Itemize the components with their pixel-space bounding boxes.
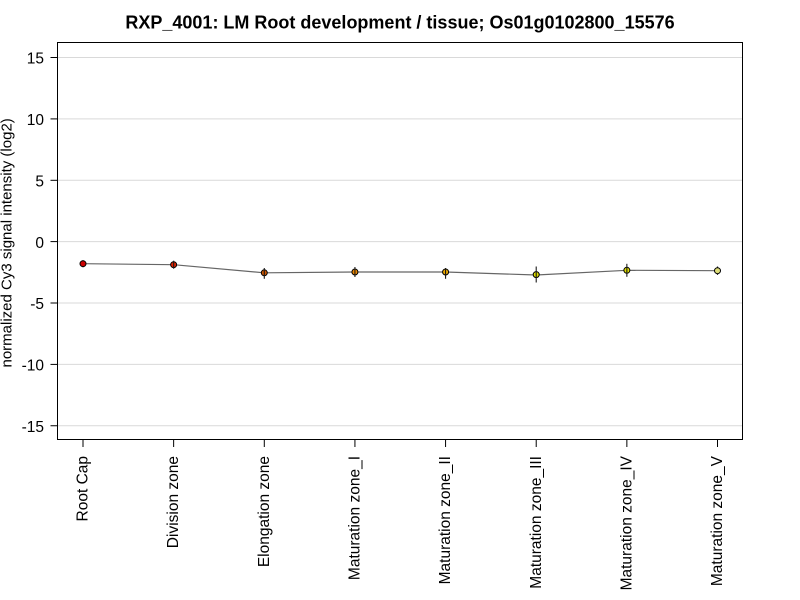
svg-text:15: 15 — [27, 51, 44, 68]
svg-text:-10: -10 — [22, 358, 45, 375]
svg-text:10: 10 — [27, 112, 45, 129]
svg-text:Elongation zone: Elongation zone — [256, 456, 273, 567]
svg-text:Maturation zone_III: Maturation zone_III — [528, 456, 545, 589]
svg-text:Maturation zone_V: Maturation zone_V — [709, 455, 726, 586]
svg-text:Division zone: Division zone — [165, 456, 182, 548]
svg-text:Maturation zone_IV: Maturation zone_IV — [619, 455, 636, 590]
svg-text:0: 0 — [35, 235, 44, 252]
svg-text:Maturation zone_II: Maturation zone_II — [437, 456, 454, 584]
svg-text:Maturation zone_I: Maturation zone_I — [347, 456, 364, 580]
svg-text:-5: -5 — [30, 296, 44, 313]
svg-text:5: 5 — [35, 174, 44, 191]
svg-text:-15: -15 — [22, 419, 44, 436]
svg-text:RXP_4001: LM Root development: RXP_4001: LM Root development / tissue; … — [125, 13, 674, 33]
svg-text:Root Cap: Root Cap — [75, 456, 92, 521]
svg-text:normalized Cy3 signal intensit: normalized Cy3 signal intensity (log2) — [0, 118, 16, 367]
